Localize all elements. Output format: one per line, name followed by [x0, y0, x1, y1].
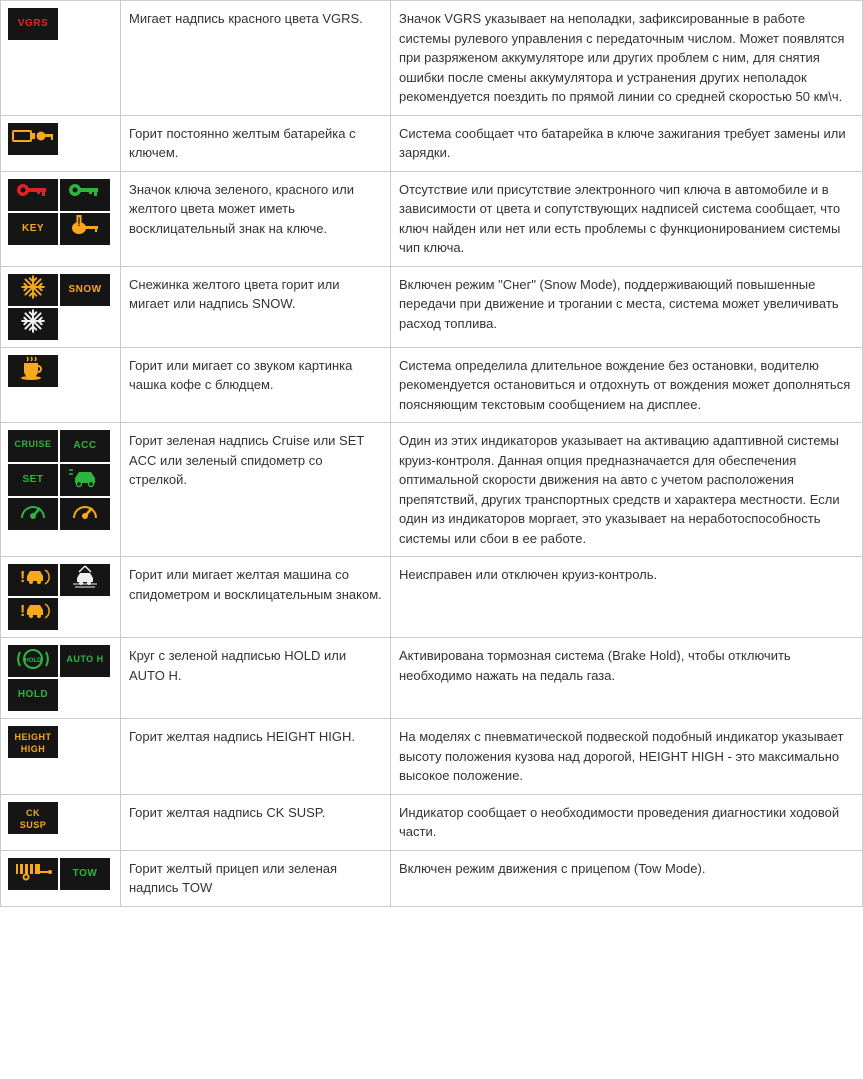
- svg-text:!: !: [77, 218, 80, 229]
- explanation-cell: Включен режим движения с прицепом (Tow M…: [391, 850, 863, 906]
- indicator-icon: CRUISE: [8, 430, 58, 462]
- explanation-cell: На моделях с пневматической подвеской по…: [391, 719, 863, 795]
- description-cell: Значок ключа зеленого, красного или желт…: [121, 171, 391, 266]
- indicator-icon: !: [8, 598, 58, 630]
- indicator-icon: SNOW: [60, 274, 110, 306]
- indicator-icon: !: [8, 564, 58, 596]
- svg-text:HOLD: HOLD: [25, 658, 43, 664]
- table-row: CRUISEACCSET Горит зеленая надпись Cruis…: [1, 423, 863, 557]
- explanation-cell: Значок VGRS указывает на неполадки, зафи…: [391, 1, 863, 116]
- indicator-icon: [8, 858, 58, 890]
- svg-text:!: !: [20, 569, 25, 586]
- table-row: CKSUSP Горит желтая надпись CK SUSP.Индик…: [1, 794, 863, 850]
- icon-cell: SNOW: [1, 266, 121, 347]
- table-row: KEY ! Значок ключа зеленого, красного ил…: [1, 171, 863, 266]
- indicator-icon: [60, 464, 110, 496]
- indicator-icon: AUTO H: [60, 645, 110, 677]
- table-row: Горит постоянно желтым батарейка с ключе…: [1, 115, 863, 171]
- indicator-icon: HOLD: [8, 679, 58, 711]
- table-row: HOLDAUTO HHOLDКруг с зеленой надписью HO…: [1, 638, 863, 719]
- indicator-icon: [8, 179, 58, 211]
- dashboard-indicators-table: VGRSМигает надпись красного цвета VGRS.З…: [0, 0, 863, 907]
- table-row: SNOW Снежинка желтого цвета горит или ми…: [1, 266, 863, 347]
- description-cell: Горит зеленая надпись Cruise или SET ACC…: [121, 423, 391, 557]
- icon-cell: [1, 115, 121, 171]
- indicator-icon: [8, 274, 58, 306]
- icon-cell: CKSUSP: [1, 794, 121, 850]
- indicator-icon: CKSUSP: [8, 802, 58, 834]
- indicator-icon: [8, 123, 58, 155]
- table-row: Горит или мигает со звуком картинка чашк…: [1, 347, 863, 423]
- icon-cell: CRUISEACCSET: [1, 423, 121, 557]
- indicator-icon: [8, 355, 58, 387]
- description-cell: Круг с зеленой надписью HOLD или AUTO H.: [121, 638, 391, 719]
- description-cell: Снежинка желтого цвета горит или мигает …: [121, 266, 391, 347]
- icon-cell: [1, 347, 121, 423]
- table-row: HEIGHTHIGH Горит желтая надпись HEIGHT HI…: [1, 719, 863, 795]
- explanation-cell: Один из этих индикаторов указывает на ак…: [391, 423, 863, 557]
- table-row: TOW Горит желтый прицеп или зеленая надпи…: [1, 850, 863, 906]
- description-cell: Горит или мигает со звуком картинка чашк…: [121, 347, 391, 423]
- explanation-cell: Индикатор сообщает о необходимости прове…: [391, 794, 863, 850]
- svg-text:!: !: [20, 603, 25, 620]
- table-row: VGRS Мигает надпись красного цвета VGRS.З…: [1, 1, 863, 116]
- icon-cell: VGRS: [1, 1, 121, 116]
- indicator-icon: [60, 179, 110, 211]
- explanation-cell: Система определила длительное вождение б…: [391, 347, 863, 423]
- icon-cell: KEY !: [1, 171, 121, 266]
- indicator-icon: HOLD: [8, 645, 58, 677]
- indicator-icon: [8, 308, 58, 340]
- indicator-icon: SET: [8, 464, 58, 496]
- indicator-icon: TOW: [60, 858, 110, 890]
- indicator-icon: KEY: [8, 213, 58, 245]
- icon-cell: TOW: [1, 850, 121, 906]
- indicator-icon: [60, 564, 110, 596]
- indicator-icon: !: [60, 213, 110, 245]
- indicator-icon: [60, 498, 110, 530]
- description-cell: Горит желтый прицеп или зеленая надпись …: [121, 850, 391, 906]
- table-row: ! ! Горит или мигает желтая машина со сп…: [1, 557, 863, 638]
- description-cell: Мигает надпись красного цвета VGRS.: [121, 1, 391, 116]
- indicator-icon: HEIGHTHIGH: [8, 726, 58, 758]
- icon-cell: HOLDAUTO HHOLD: [1, 638, 121, 719]
- indicator-icon: ACC: [60, 430, 110, 462]
- description-cell: Горит желтая надпись HEIGHT HIGH.: [121, 719, 391, 795]
- indicator-icon: VGRS: [8, 8, 58, 40]
- description-cell: Горит постоянно желтым батарейка с ключе…: [121, 115, 391, 171]
- description-cell: Горит или мигает желтая машина со спидом…: [121, 557, 391, 638]
- explanation-cell: Активирована тормозная система (Brake Ho…: [391, 638, 863, 719]
- indicator-icon: [8, 498, 58, 530]
- description-cell: Горит желтая надпись CK SUSP.: [121, 794, 391, 850]
- icon-cell: HEIGHTHIGH: [1, 719, 121, 795]
- icon-cell: ! !: [1, 557, 121, 638]
- explanation-cell: Отсутствие или присутствие электронного …: [391, 171, 863, 266]
- explanation-cell: Включен режим "Снег" (Snow Mode), поддер…: [391, 266, 863, 347]
- explanation-cell: Неисправен или отключен круиз-контроль.: [391, 557, 863, 638]
- explanation-cell: Система сообщает что батарейка в ключе з…: [391, 115, 863, 171]
